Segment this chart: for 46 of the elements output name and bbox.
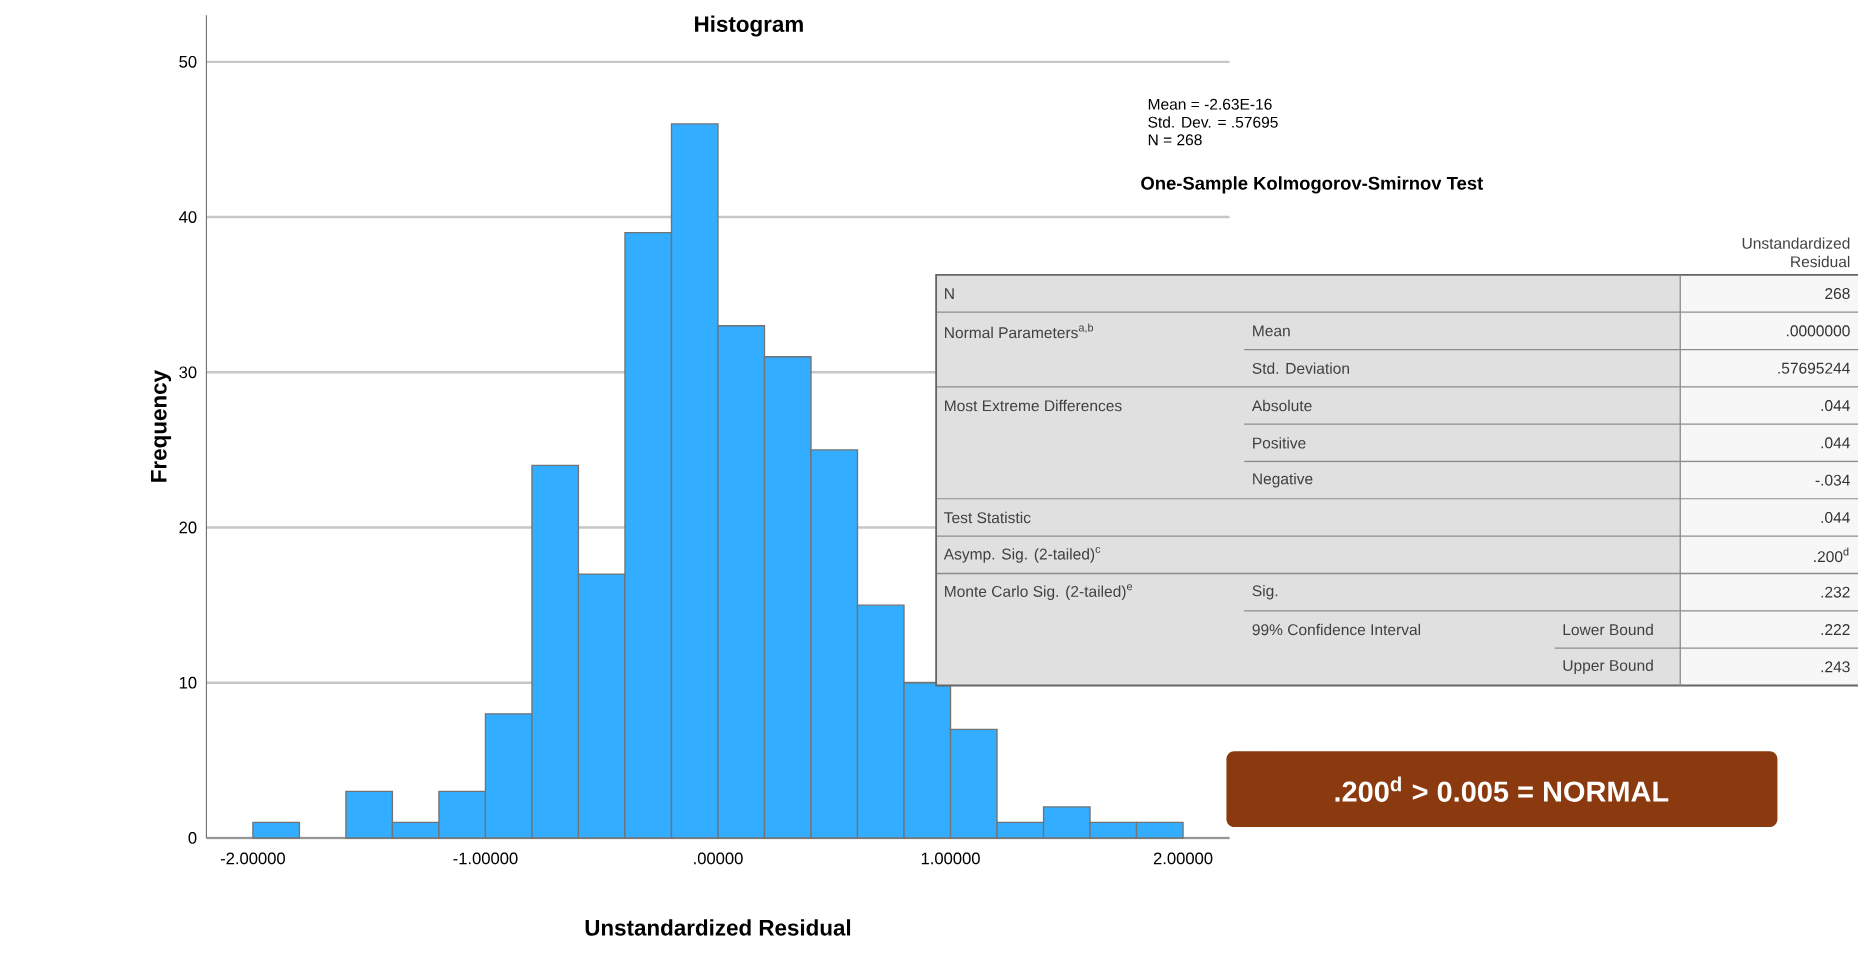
x-tick-label: -2.00000 xyxy=(220,852,285,865)
text: .243 xyxy=(1821,661,1850,673)
chart-title: Histogram xyxy=(695,15,803,37)
annotation: N = 268 xyxy=(1148,134,1202,146)
text: Sig. xyxy=(1252,584,1278,600)
y-tick-label: 30 xyxy=(179,366,197,379)
text: 99% Confidence Interval xyxy=(1252,623,1421,636)
text: .200$^{d}$ > 0.005 = NORMAL xyxy=(1335,776,1669,802)
text: Mean xyxy=(1253,325,1290,337)
annotation: Most Extreme Differences xyxy=(945,399,1122,412)
annotation: Normal Parameters$^{a,b}$ xyxy=(945,323,1094,339)
y-tick-label: 0 xyxy=(188,832,197,844)
text: Positive xyxy=(1253,437,1306,449)
x-tick-label: .00000 xyxy=(694,852,743,865)
text: .200$^{d}$ xyxy=(1814,547,1849,563)
y-tick-label: 50 xyxy=(179,55,197,68)
text: Std. Deviation xyxy=(1252,362,1349,374)
x-tick-label: -1.00000 xyxy=(453,852,518,865)
text: 268 xyxy=(1825,287,1850,299)
annotation: Test Statistic xyxy=(944,511,1031,524)
x-tick-label: 2.00000 xyxy=(1153,852,1213,865)
y-tick-label: 20 xyxy=(179,521,197,534)
x-tick-label: 1.00000 xyxy=(921,852,980,865)
text: .044 xyxy=(1821,437,1850,449)
annotation: N xyxy=(945,288,954,299)
y-tick-label: 40 xyxy=(179,211,197,223)
text: .222 xyxy=(1821,623,1850,635)
text: .0000000 xyxy=(1786,325,1850,337)
text: Negative xyxy=(1253,472,1313,488)
y-tick-label: 10 xyxy=(179,676,197,689)
annotation: One-Sample Kolmogorov-Smirnov Test xyxy=(1141,176,1483,194)
text: Lower Bound xyxy=(1563,623,1653,636)
text: Absolute xyxy=(1251,399,1312,412)
text: Unstandardized Residual xyxy=(1742,237,1850,268)
annotation: Mean = -2.63E-16 xyxy=(1148,98,1272,110)
x-axis-title: Unstandardized Residual xyxy=(585,919,851,936)
text: -.034 xyxy=(1815,474,1850,486)
text: Upper Bound xyxy=(1563,659,1653,674)
text: .232 xyxy=(1821,586,1850,598)
text: .044 xyxy=(1821,399,1850,411)
annotation: Std. Dev. = .57695 xyxy=(1148,116,1278,128)
annotation: Monte Carlo Sig. (2-tailed)$^{e}$ xyxy=(945,584,1133,600)
annotation: Asymp. Sig. (2-tailed)$^{c}$ xyxy=(943,546,1101,563)
text: .044 xyxy=(1821,511,1850,523)
y-axis-title: Frequency xyxy=(151,370,172,482)
text: .57695244 xyxy=(1778,362,1850,374)
